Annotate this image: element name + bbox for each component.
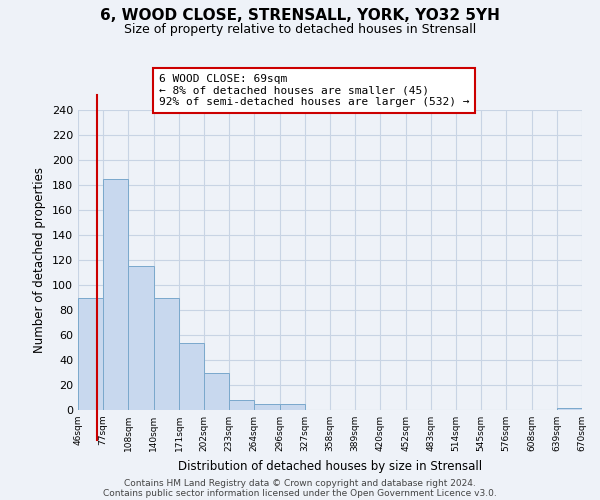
Bar <box>154 298 179 410</box>
Bar <box>103 179 128 410</box>
Bar <box>204 372 229 410</box>
Text: Contains public sector information licensed under the Open Government Licence v3: Contains public sector information licen… <box>103 488 497 498</box>
Bar <box>179 342 204 410</box>
Bar <box>78 298 103 410</box>
Bar <box>229 400 254 410</box>
Bar <box>128 266 154 410</box>
Text: Size of property relative to detached houses in Strensall: Size of property relative to detached ho… <box>124 22 476 36</box>
Y-axis label: Number of detached properties: Number of detached properties <box>34 167 46 353</box>
X-axis label: Distribution of detached houses by size in Strensall: Distribution of detached houses by size … <box>178 460 482 472</box>
Text: Contains HM Land Registry data © Crown copyright and database right 2024.: Contains HM Land Registry data © Crown c… <box>124 478 476 488</box>
Bar <box>557 408 582 410</box>
Text: 6, WOOD CLOSE, STRENSALL, YORK, YO32 5YH: 6, WOOD CLOSE, STRENSALL, YORK, YO32 5YH <box>100 8 500 22</box>
Bar <box>254 404 280 410</box>
Bar <box>280 404 305 410</box>
Text: 6 WOOD CLOSE: 69sqm
← 8% of detached houses are smaller (45)
92% of semi-detache: 6 WOOD CLOSE: 69sqm ← 8% of detached hou… <box>158 74 469 107</box>
